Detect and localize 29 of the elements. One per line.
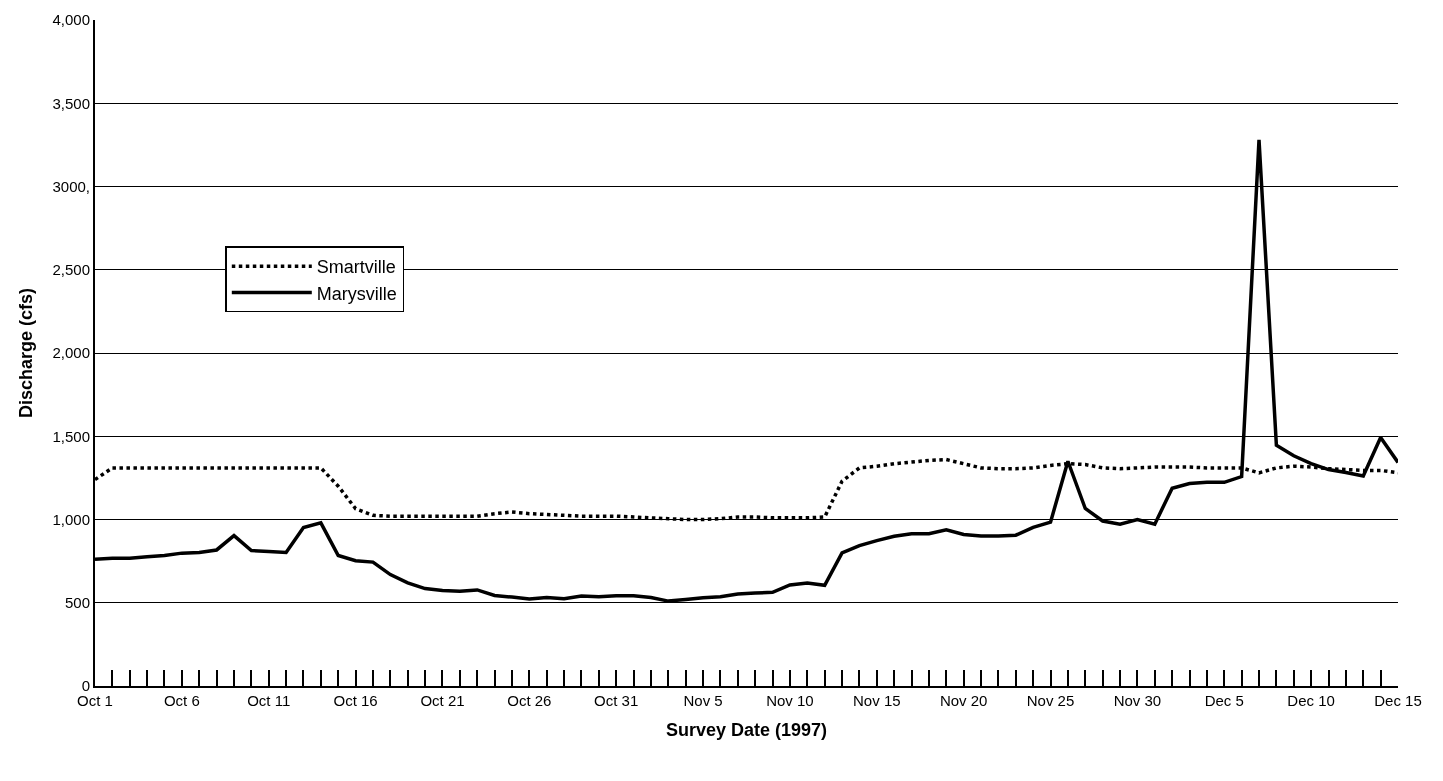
x-tick-label: Nov 20 [939,692,988,709]
x-tick-label: Oct 26 [507,692,552,709]
x-tick-label: Oct 6 [163,692,200,709]
y-axis-title: Discharge (cfs) [16,287,37,419]
x-tick-label: Nov 30 [1113,692,1162,709]
y-tick-label: 2,500 [52,261,90,278]
x-tick-label: Dec 15 [1374,692,1422,709]
y-tick-label: 500 [64,594,90,611]
x-tick-label: Dec 5 [1204,692,1244,709]
y-tick-label: 3,500 [52,94,90,112]
x-tick-label: Nov 10 [766,692,814,709]
x-tick-label: Oct 21 [420,692,465,709]
x-axis-title: Survey Date (1997) [665,719,828,740]
x-tick-label: Oct 16 [333,692,378,709]
x-tick-label: Oct 11 [247,692,291,709]
x-tick-label: Oct 31 [594,692,639,709]
x-tick-label: Nov 15 [853,692,901,709]
y-tick-label: 1,500 [52,427,90,445]
x-tick-label: Oct 1 [77,692,113,709]
y-tick-label: 1,000 [52,510,90,528]
y-tick-label: 0 [81,677,90,695]
x-tick-label: Dec 10 [1287,692,1335,709]
legend-label: Marysville [316,283,397,304]
x-tick-label: Nov 25 [1026,692,1075,709]
legend-label: Smartville [316,257,396,278]
x-tick-label: Nov 5 [683,692,723,709]
y-tick-label: 3000, [52,177,90,195]
y-tick-label: 4,000 [52,11,90,29]
y-tick-label: 2,000 [52,344,90,362]
